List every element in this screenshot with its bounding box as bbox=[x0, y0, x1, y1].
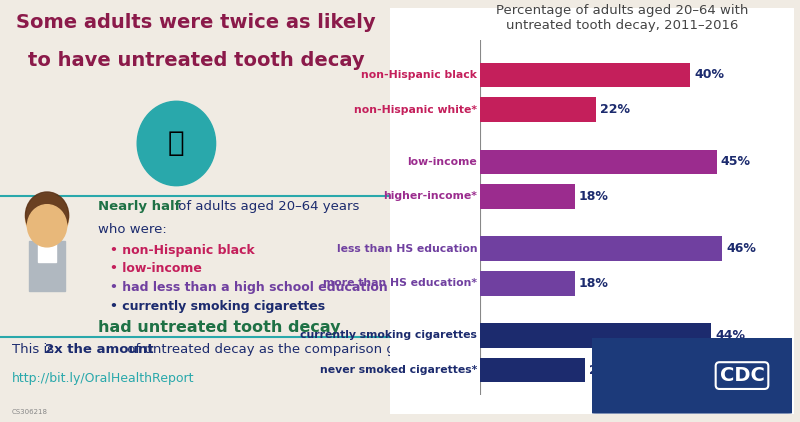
Text: 20%: 20% bbox=[590, 364, 619, 377]
Bar bbox=[480, 149, 717, 174]
Bar bbox=[30, 241, 65, 291]
Circle shape bbox=[138, 101, 216, 186]
FancyBboxPatch shape bbox=[586, 338, 798, 414]
Text: Nearly half: Nearly half bbox=[98, 200, 181, 214]
Text: 18%: 18% bbox=[579, 190, 609, 203]
Text: 2x the amount: 2x the amount bbox=[45, 343, 154, 356]
Text: non-Hispanic white*: non-Hispanic white* bbox=[354, 105, 478, 115]
Text: • had less than a high school education: • had less than a high school education bbox=[110, 281, 387, 294]
Bar bbox=[480, 358, 585, 382]
Text: CS306218: CS306218 bbox=[12, 409, 48, 415]
Text: currently smoking cigarettes: currently smoking cigarettes bbox=[301, 330, 478, 341]
Text: had untreated tooth decay: had untreated tooth decay bbox=[98, 320, 341, 335]
Text: 🦷: 🦷 bbox=[168, 130, 185, 157]
Bar bbox=[480, 97, 596, 122]
Text: less than HS education: less than HS education bbox=[337, 243, 478, 254]
Text: CDC: CDC bbox=[719, 366, 765, 385]
Text: low-income: low-income bbox=[408, 157, 478, 167]
Circle shape bbox=[26, 194, 69, 241]
Text: • non-Hispanic black: • non-Hispanic black bbox=[110, 244, 254, 257]
Bar bbox=[480, 271, 574, 295]
Bar bbox=[480, 323, 711, 348]
Bar bbox=[480, 63, 690, 87]
Text: more than HS education*: more than HS education* bbox=[323, 279, 478, 288]
Text: • currently smoking cigarettes: • currently smoking cigarettes bbox=[110, 300, 325, 313]
Text: 40%: 40% bbox=[694, 68, 725, 81]
Text: • low-income: • low-income bbox=[110, 262, 202, 276]
Text: This is: This is bbox=[12, 343, 58, 356]
Text: 44%: 44% bbox=[716, 329, 746, 342]
FancyBboxPatch shape bbox=[387, 6, 796, 416]
Text: who were:: who were: bbox=[98, 223, 166, 236]
Title: Percentage of adults aged 20–64 with
untreated tooth decay, 2011–2016: Percentage of adults aged 20–64 with unt… bbox=[496, 4, 748, 32]
Text: never smoked cigarettes*: never smoked cigarettes* bbox=[320, 365, 478, 375]
Text: of untreated decay as the comparison groups.: of untreated decay as the comparison gro… bbox=[123, 343, 437, 356]
Text: 18%: 18% bbox=[579, 277, 609, 290]
Circle shape bbox=[27, 205, 66, 247]
Text: *comparison groups: *comparison groups bbox=[648, 388, 754, 398]
Text: 22%: 22% bbox=[600, 103, 630, 116]
Circle shape bbox=[26, 192, 69, 238]
Text: higher-income*: higher-income* bbox=[383, 192, 478, 201]
Text: http://bit.ly/OralHealthReport: http://bit.ly/OralHealthReport bbox=[12, 372, 194, 385]
Text: of adults aged 20–64 years: of adults aged 20–64 years bbox=[174, 200, 360, 214]
Bar bbox=[480, 184, 574, 208]
Bar bbox=[480, 236, 722, 261]
Text: to have untreated tooth decay: to have untreated tooth decay bbox=[28, 51, 364, 70]
Text: Some adults were twice as likely: Some adults were twice as likely bbox=[16, 13, 376, 32]
Bar bbox=[38, 241, 56, 262]
Text: 46%: 46% bbox=[726, 242, 756, 255]
Text: 45%: 45% bbox=[721, 155, 751, 168]
Text: non-Hispanic black: non-Hispanic black bbox=[362, 70, 478, 80]
